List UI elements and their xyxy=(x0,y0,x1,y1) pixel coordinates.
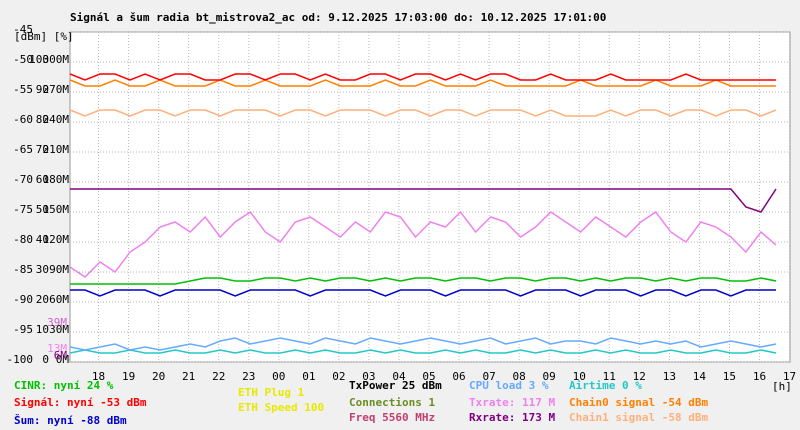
series-line xyxy=(69,337,777,351)
y3-tick-label: 180M xyxy=(43,173,70,186)
x-tick-label: 08 xyxy=(512,370,525,383)
y2-tick-label: 60 xyxy=(36,173,49,186)
legend-entry: TxPower 25 dBm xyxy=(349,379,442,392)
y-tick-label: -85 xyxy=(13,263,33,276)
x-axis-label: [h] xyxy=(772,380,792,393)
x-tick-label: 02 xyxy=(332,370,345,383)
legend-entry: Signál: nyní -53 dBm xyxy=(14,396,147,409)
x-tick-label: 13 xyxy=(663,370,676,383)
rate-marker-label: 39M xyxy=(47,316,67,329)
y-tick-label: -90 xyxy=(13,293,33,306)
y2-tick-label: 30 xyxy=(36,263,49,276)
y-tick-label: -75 xyxy=(13,203,33,216)
y3-tick-label: 270M xyxy=(43,83,70,96)
legend-entry: Txrate: 117 M xyxy=(469,396,555,409)
y3-tick-label: 0M xyxy=(56,353,70,366)
legend-entry: Šum: nyní -88 dBm xyxy=(14,414,127,427)
x-tick-label: 17 xyxy=(783,370,796,383)
x-tick-label: 19 xyxy=(122,370,135,383)
y3-tick-label: 240M xyxy=(43,113,70,126)
legend-entry: Freq 5560 MHz xyxy=(349,411,435,424)
y-axis-label: [dBm] [%] xyxy=(14,30,74,43)
series-line xyxy=(69,73,776,81)
x-tick-label: 16 xyxy=(753,370,766,383)
series-line xyxy=(70,188,777,213)
x-tick-label: 10 xyxy=(573,370,586,383)
rate-marker-label: 6M xyxy=(54,349,68,362)
y3-tick-label: 30M xyxy=(49,323,69,336)
legend-entry: CINR: nyní 24 % xyxy=(14,379,114,392)
series-line xyxy=(69,349,777,354)
chart-title: Signál a šum radia bt_mistrova2_ac od: 9… xyxy=(70,11,606,24)
y-tick-label: -100 xyxy=(7,353,34,366)
series-line xyxy=(69,109,777,117)
x-tick-label: 21 xyxy=(182,370,195,383)
y2-tick-label: 40 xyxy=(36,233,49,246)
series-line xyxy=(70,289,776,297)
x-tick-label: 23 xyxy=(242,370,255,383)
y2-tick-label: 80 xyxy=(36,113,49,126)
y-tick-label: -50 xyxy=(13,53,33,66)
y2-tick-label: 20 xyxy=(36,293,49,306)
y2-tick-label: 10 xyxy=(36,323,49,336)
x-tick-label: 07 xyxy=(482,370,495,383)
legend-entry: Chain0 signal -54 dBm xyxy=(569,396,708,409)
series-line xyxy=(69,210,777,278)
legend-entry: CPU load 3 % xyxy=(469,379,549,392)
y-tick-label: -95 xyxy=(13,323,33,336)
x-tick-label: 09 xyxy=(543,370,556,383)
legend-entry: ETH Speed 100 xyxy=(238,401,324,414)
y3-tick-label: 60M xyxy=(49,293,69,306)
x-tick-label: 14 xyxy=(693,370,707,383)
y-tick-label: -80 xyxy=(13,233,33,246)
x-tick-label: 22 xyxy=(212,370,225,383)
x-tick-label: 15 xyxy=(723,370,736,383)
x-tick-label: 00 xyxy=(272,370,285,383)
plot-area xyxy=(69,31,791,363)
y3-tick-label: 300M xyxy=(43,53,70,66)
y3-tick-label: 150M xyxy=(43,203,70,216)
y-tick-label: -55 xyxy=(13,83,33,96)
legend-entry: Chain1 signal -58 dBm xyxy=(569,411,708,424)
legend-entry: Connections 1 xyxy=(349,396,435,409)
y3-tick-label: 120M xyxy=(43,233,70,246)
x-tick-label: 03 xyxy=(362,370,375,383)
x-tick-label: 11 xyxy=(603,370,616,383)
y-tick-label: -45 xyxy=(13,23,33,36)
x-tick-label: 18 xyxy=(92,370,105,383)
y2-tick-label: 90 xyxy=(36,83,49,96)
y3-tick-label: 90M xyxy=(49,263,69,276)
x-tick-label: 20 xyxy=(152,370,165,383)
y-tick-label: -65 xyxy=(13,143,33,156)
series-line xyxy=(70,277,777,285)
x-tick-label: 12 xyxy=(633,370,646,383)
x-tick-label: 05 xyxy=(422,370,435,383)
y3-tick-label: 210M xyxy=(43,143,70,156)
legend-entry: Rxrate: 173 M xyxy=(469,411,555,424)
rate-marker-label: 13M xyxy=(47,342,67,355)
series-line xyxy=(69,79,776,87)
x-tick-label: 04 xyxy=(392,370,406,383)
y2-tick-label: 70 xyxy=(36,143,49,156)
legend-entry: Airtime 0 % xyxy=(569,379,642,392)
y2-tick-label: 100 xyxy=(29,53,49,66)
x-tick-label: 01 xyxy=(302,370,315,383)
y2-tick-label: 50 xyxy=(36,203,49,216)
y2-tick-label: 0 xyxy=(42,353,49,366)
y-tick-label: -60 xyxy=(13,113,33,126)
x-tick-label: 06 xyxy=(452,370,465,383)
y-tick-label: -70 xyxy=(13,173,33,186)
legend-entry: ETH Plug 1 xyxy=(238,386,305,399)
